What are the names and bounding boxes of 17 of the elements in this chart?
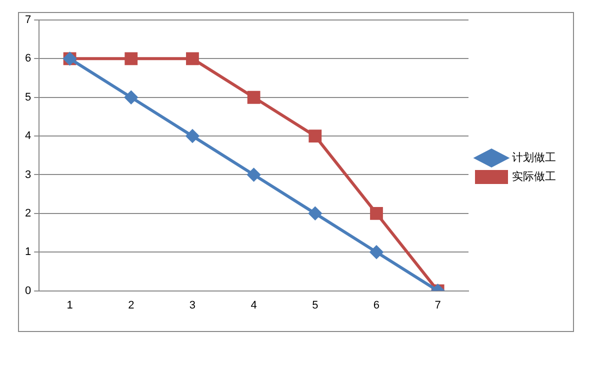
y-tick-label: 4 xyxy=(24,130,32,142)
x-tick-label: 4 xyxy=(250,299,257,312)
legend-label: 计划做工 xyxy=(512,150,556,164)
x-tick-label: 1 xyxy=(66,299,73,312)
x-tick-label: 2 xyxy=(128,299,134,312)
y-tick-label: 3 xyxy=(24,168,32,181)
y-tick-label: 6 xyxy=(24,52,32,65)
y-tick-label: 2 xyxy=(24,207,32,220)
x-tick-label: 3 xyxy=(189,299,196,312)
x-tick-label: 7 xyxy=(434,299,441,312)
x-tick-label: 6 xyxy=(373,299,380,312)
legend-label: 实际做工 xyxy=(512,170,556,183)
y-tick-label: 0 xyxy=(24,284,32,297)
y-tick-label: 5 xyxy=(24,91,32,104)
y-tick-label: 7 xyxy=(24,14,32,26)
x-tick-label: 5 xyxy=(312,299,318,312)
y-tick-label: 1 xyxy=(24,246,32,258)
